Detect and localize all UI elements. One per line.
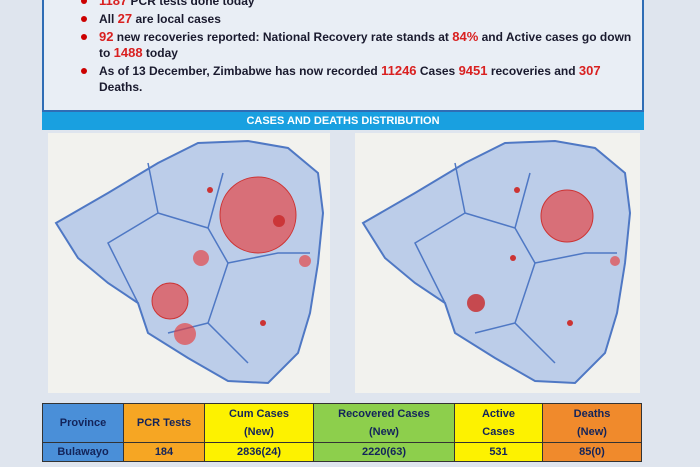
highlight-figure: 9451 xyxy=(458,63,488,78)
column-header: Deaths (New) xyxy=(542,403,642,443)
bullet: 1187 PCR tests done today xyxy=(81,0,642,9)
deaths-map xyxy=(355,133,640,393)
table-row: Bulawayo 184 2836(24) 2220(63) 531 85(0) xyxy=(42,442,642,462)
column-header: Cum Cases (New) xyxy=(204,403,314,443)
highlight-figure: 1488 xyxy=(113,45,143,60)
bullet: All 27 are local cases xyxy=(81,11,642,27)
column-header: Province xyxy=(42,403,124,443)
column-header: Recovered Cases (New) xyxy=(313,403,455,443)
table-header: Province PCR Tests Cum Cases (New) Recovere… xyxy=(42,403,642,443)
column-header: Active Cases xyxy=(454,403,543,443)
bullet-text: and Active cases go down to xyxy=(99,30,632,60)
highlight-figure: 307 xyxy=(578,63,601,78)
table-cell: 85(0) xyxy=(542,442,642,462)
bullet-text: recoveries and xyxy=(487,64,579,78)
highlight-figure: 84% xyxy=(452,29,479,44)
highlight-figure: 27 xyxy=(117,11,133,26)
table-cell: 2220(63) xyxy=(313,442,455,462)
bullet-list: 1187 PCR tests done today All 27 are loca… xyxy=(44,0,642,95)
table-cell: 2836(24) xyxy=(204,442,314,462)
bullet-text: All xyxy=(99,12,118,26)
bullet-text: PCR tests done today xyxy=(127,0,255,8)
highlight-figure: 11246 xyxy=(381,63,417,78)
bullet: 92 new recoveries reported: National Rec… xyxy=(81,29,642,61)
bullet-text: are local cases xyxy=(132,12,221,26)
bullet: As of 13 December, Zimbabwe has now reco… xyxy=(81,63,642,95)
table-cell: Bulawayo xyxy=(42,442,124,462)
bullet-text: As of 13 December, Zimbabwe has now reco… xyxy=(99,64,382,78)
cases-map xyxy=(48,133,330,393)
bulletin-panel: 1187 PCR tests done today All 27 are loca… xyxy=(42,0,644,112)
bullet-text: Deaths. xyxy=(99,80,143,94)
bullet-text: Cases xyxy=(416,64,459,78)
table-cell: 531 xyxy=(454,442,543,462)
bullet-text: new recoveries reported: National Recove… xyxy=(113,30,453,44)
column-header: PCR Tests xyxy=(123,403,205,443)
section-banner: CASES AND DEATHS DISTRIBUTION xyxy=(42,112,644,130)
province-table: Province PCR Tests Cum Cases (New) Recovere… xyxy=(42,403,642,462)
bullet-text: today xyxy=(142,46,178,60)
table-cell: 184 xyxy=(123,442,205,462)
highlight-figure: 1187 xyxy=(99,0,128,8)
highlight-figure: 92 xyxy=(99,29,114,44)
table-body: Bulawayo 184 2836(24) 2220(63) 531 85(0) xyxy=(42,442,642,462)
